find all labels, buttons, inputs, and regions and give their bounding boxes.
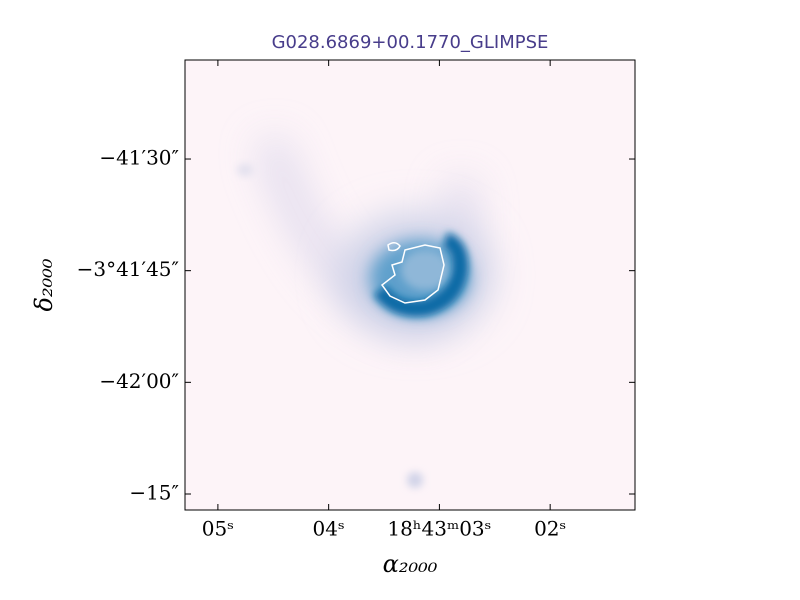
x-axis-label: α₂₀₀₀ xyxy=(383,550,438,578)
x-tick-label: 18ʰ43ᵐ03ˢ xyxy=(387,517,491,541)
x-tick-label: 02ˢ xyxy=(534,517,566,541)
axes-frame xyxy=(184,59,636,511)
x-tick-label: 04ˢ xyxy=(313,517,345,541)
chart-title: G028.6869+00.1770_GLIMPSE xyxy=(272,32,549,53)
sky-image xyxy=(185,60,635,510)
y-axis-label: δ₂₀₀₀ xyxy=(30,258,58,311)
y-tick-label: −3°41′45″ xyxy=(77,257,179,281)
x-tick-label: 05ˢ xyxy=(202,517,234,541)
y-tick-label: −41′30″ xyxy=(99,146,179,170)
y-tick-label: −42′00″ xyxy=(99,369,179,393)
y-tick-label: −15″ xyxy=(129,481,179,505)
